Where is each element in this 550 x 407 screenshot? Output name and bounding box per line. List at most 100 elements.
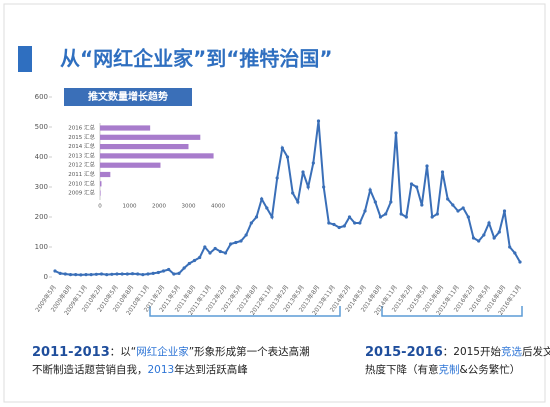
point	[187, 261, 191, 266]
point	[203, 245, 207, 249]
point	[378, 215, 383, 219]
point	[492, 236, 496, 240]
point	[311, 161, 315, 165]
point	[260, 197, 264, 201]
x-tick-label: 0	[98, 204, 102, 210]
point	[285, 155, 290, 159]
point	[167, 267, 171, 272]
point	[125, 272, 129, 276]
point	[270, 215, 274, 219]
point	[456, 209, 460, 213]
point	[213, 246, 217, 251]
point	[316, 119, 321, 123]
note-text: 不断制造话题营销自我，	[32, 363, 148, 376]
note-text: 2013	[148, 364, 175, 376]
x-tick-label: 2000	[152, 204, 166, 210]
point	[399, 212, 403, 216]
note-text: 网红企业家	[136, 345, 189, 358]
bar	[100, 134, 201, 140]
point	[435, 212, 439, 216]
point	[182, 266, 186, 270]
point	[275, 176, 279, 180]
note-line: 不断制造话题营销自我，2013年达到活跃高峰	[32, 363, 248, 376]
point	[446, 197, 450, 201]
bar	[100, 153, 214, 159]
note-text: &公务繁忙）	[460, 363, 521, 376]
note-line: 2011-2013：以“网红企业家”形象形成第一个表达高潮	[32, 345, 310, 360]
category-label: 2013 汇总	[68, 151, 95, 159]
bar	[100, 171, 111, 178]
bar	[100, 144, 189, 150]
note-text: ：2015开始	[443, 345, 502, 358]
point	[141, 273, 145, 277]
point	[146, 272, 150, 276]
point	[461, 206, 465, 210]
y-tick-label: 600	[35, 93, 48, 101]
point	[451, 203, 455, 207]
point	[296, 200, 300, 204]
point	[223, 251, 228, 255]
point	[502, 209, 507, 213]
category-label: 2012 汇总	[68, 161, 95, 169]
point	[363, 209, 367, 213]
y-tick-label: 500	[35, 123, 48, 131]
y-tick-label: 400	[35, 153, 48, 161]
point	[105, 273, 109, 277]
point	[440, 170, 445, 174]
note-text: 竞选	[501, 345, 522, 358]
bracket	[149, 306, 341, 317]
slide-title: 从“网红企业家”到“推特治国”	[60, 47, 333, 71]
point	[384, 212, 388, 216]
point	[327, 221, 331, 225]
point	[322, 185, 326, 189]
inset-title-box	[64, 88, 192, 106]
point	[337, 225, 341, 230]
point	[89, 273, 93, 277]
category-label: 2015 汇总	[68, 133, 95, 141]
point	[249, 221, 253, 225]
point	[291, 191, 295, 195]
point	[99, 272, 104, 276]
point	[136, 272, 140, 276]
point	[244, 233, 248, 237]
point	[415, 185, 419, 189]
point	[218, 249, 222, 254]
point	[229, 242, 233, 246]
point	[301, 170, 305, 174]
bar	[100, 190, 101, 196]
bracket	[381, 306, 523, 317]
point	[466, 215, 470, 219]
point	[208, 251, 212, 255]
point	[192, 258, 197, 263]
point	[477, 239, 481, 243]
point	[84, 273, 88, 277]
point	[177, 271, 181, 275]
point	[518, 260, 522, 264]
point	[430, 215, 434, 219]
y-tick-label: 100	[35, 243, 48, 251]
point	[373, 200, 377, 204]
point	[130, 272, 135, 276]
note-text: 热度下降（有意	[365, 363, 439, 376]
title-accent	[18, 46, 32, 72]
point	[306, 185, 310, 189]
point	[198, 255, 202, 260]
category-label: 2011 汇总	[68, 170, 95, 178]
point	[358, 221, 362, 225]
note-line: 热度下降（有意克制&公务繁忙）	[365, 363, 520, 376]
y-tick-label: 300	[35, 183, 48, 191]
note-text: 2011-2013	[32, 345, 110, 360]
bar	[100, 181, 102, 187]
point	[156, 270, 160, 275]
point	[74, 273, 78, 277]
x-tick-label: 4000	[211, 204, 225, 210]
bar	[100, 162, 161, 168]
category-label: 2014 汇总	[68, 142, 95, 150]
note-text: 年达到活跃高峰	[174, 363, 248, 376]
point	[120, 272, 124, 276]
point	[487, 221, 491, 225]
category-label: 2016 汇总	[68, 124, 95, 132]
point	[151, 271, 155, 275]
point	[234, 240, 238, 245]
